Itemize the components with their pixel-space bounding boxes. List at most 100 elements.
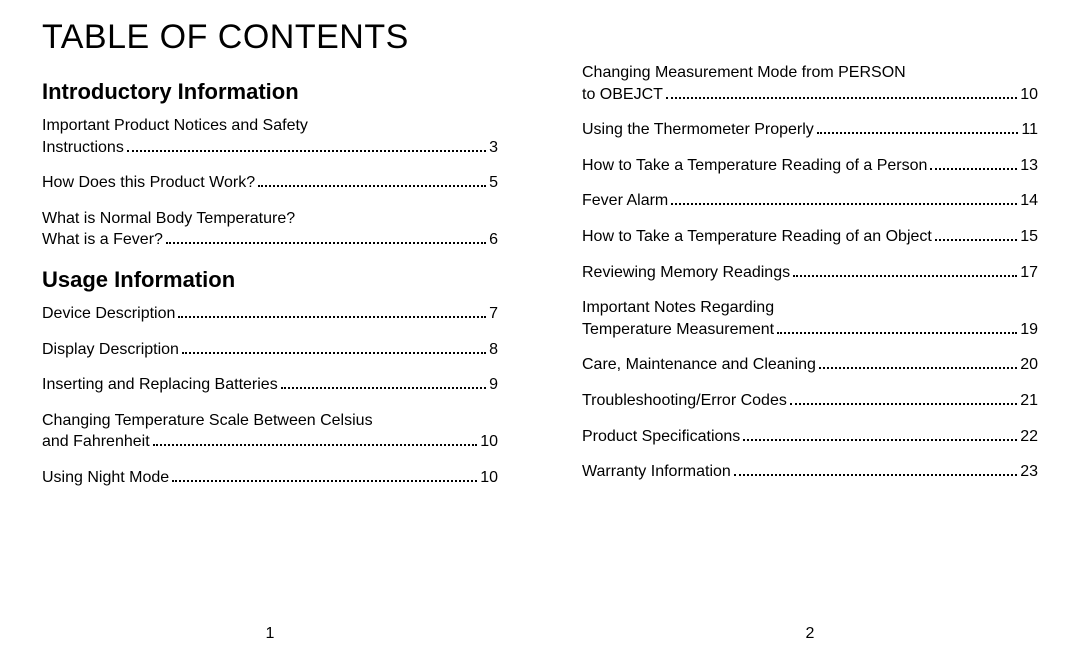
toc-dot-leader — [671, 194, 1017, 205]
toc-entry: Display Description 8 — [42, 339, 498, 361]
toc-entry-text: How Does this Product Work? — [42, 172, 255, 194]
toc-entry-text: Reviewing Memory Readings — [582, 262, 790, 284]
toc-dot-leader — [777, 323, 1017, 334]
toc-entry-line: How to Take a Temperature Reading of an … — [582, 226, 1038, 248]
toc-entry-line: Fever Alarm 14 — [582, 190, 1038, 212]
toc-entry-page: 17 — [1020, 262, 1038, 284]
toc-entry: Inserting and Replacing Batteries 9 — [42, 374, 498, 396]
toc-dot-leader — [819, 358, 1017, 369]
toc-entry: Changing Temperature Scale Between Celsi… — [42, 410, 498, 453]
toc-entry-text: Inserting and Replacing Batteries — [42, 374, 278, 396]
toc-entry-line: Using the Thermometer Properly 11 — [582, 119, 1038, 141]
toc-entry-page: 10 — [480, 431, 498, 453]
left-page-number: 1 — [0, 625, 540, 643]
toc-entry-text: Care, Maintenance and Cleaning — [582, 354, 816, 376]
toc-entry-text: Using Night Mode — [42, 467, 169, 489]
toc-entry-page: 7 — [489, 303, 498, 325]
toc-entry-text: Display Description — [42, 339, 179, 361]
toc-entry-line: Warranty Information 23 — [582, 461, 1038, 483]
toc-dot-leader — [166, 233, 486, 244]
toc-entry-page: 3 — [489, 137, 498, 159]
toc-entry-text: Product Specifications — [582, 426, 740, 448]
toc-dot-leader — [743, 429, 1017, 440]
toc-dot-leader — [935, 230, 1017, 241]
toc-entry-text: to OBEJCT — [582, 84, 663, 106]
toc-entry-page: 22 — [1020, 426, 1038, 448]
toc-dot-leader — [172, 471, 477, 482]
toc-entry-line: Troubleshooting/Error Codes 21 — [582, 390, 1038, 412]
toc-entry: Product Specifications 22 — [582, 426, 1038, 448]
toc-dot-leader — [127, 140, 486, 151]
toc-entry-page: 5 — [489, 172, 498, 194]
toc-dot-leader — [666, 87, 1017, 98]
section-heading: Usage Information — [42, 267, 498, 293]
toc-entry-text: Temperature Measurement — [582, 319, 774, 341]
toc-entry-lead: Important Product Notices and Safety — [42, 115, 498, 137]
section-heading: Introductory Information — [42, 79, 498, 105]
toc-dot-leader — [790, 394, 1017, 405]
toc-entry-lead: Changing Measurement Mode from PERSON — [582, 62, 1038, 84]
toc-dot-leader — [930, 159, 1017, 170]
toc-entry: Troubleshooting/Error Codes 21 — [582, 390, 1038, 412]
toc-dot-leader — [258, 176, 486, 187]
toc-entry: Care, Maintenance and Cleaning 20 — [582, 354, 1038, 376]
page-title: TABLE OF CONTENTS — [42, 18, 498, 57]
toc-entry-text: Warranty Information — [582, 461, 731, 483]
toc-entry-page: 10 — [1020, 84, 1038, 106]
toc-entry-page: 19 — [1020, 319, 1038, 341]
toc-entry-page: 11 — [1021, 119, 1038, 141]
toc-entry-page: 23 — [1020, 461, 1038, 483]
toc-entry-line: Instructions 3 — [42, 137, 498, 159]
toc-entry-lead: What is Normal Body Temperature? — [42, 208, 498, 230]
toc-entry-lead: Important Notes Regarding — [582, 297, 1038, 319]
toc-entry: What is Normal Body Temperature?What is … — [42, 208, 498, 251]
toc-entry-text: How to Take a Temperature Reading of an … — [582, 226, 932, 248]
toc-entry-text: Instructions — [42, 137, 124, 159]
toc-entry: Important Product Notices and SafetyInst… — [42, 115, 498, 158]
toc-entry-lead: Changing Temperature Scale Between Celsi… — [42, 410, 498, 432]
toc-entry: How to Take a Temperature Reading of an … — [582, 226, 1038, 248]
toc-entry-line: Temperature Measurement 19 — [582, 319, 1038, 341]
toc-entry-text: How to Take a Temperature Reading of a P… — [582, 155, 927, 177]
toc-dot-leader — [734, 465, 1017, 476]
toc-entry-line: Inserting and Replacing Batteries 9 — [42, 374, 498, 396]
toc-entry-page: 15 — [1020, 226, 1038, 248]
toc-entry-text: Using the Thermometer Properly — [582, 119, 814, 141]
right-page-number: 2 — [540, 625, 1080, 643]
toc-entry: Important Notes RegardingTemperature Mea… — [582, 297, 1038, 340]
toc-entry-text: Fever Alarm — [582, 190, 668, 212]
toc-entry: Warranty Information 23 — [582, 461, 1038, 483]
left-sections: Introductory Information Important Produc… — [42, 79, 498, 489]
toc-dot-leader — [182, 342, 486, 353]
toc-entry-line: Display Description 8 — [42, 339, 498, 361]
toc-dot-leader — [153, 435, 478, 446]
toc-entry-line: How Does this Product Work? 5 — [42, 172, 498, 194]
toc-entry-text: and Fahrenheit — [42, 431, 150, 453]
toc-entry-page: 9 — [489, 374, 498, 396]
toc-entry-page: 21 — [1020, 390, 1038, 412]
toc-entry: How to Take a Temperature Reading of a P… — [582, 155, 1038, 177]
toc-page: TABLE OF CONTENTS Introductory Informati… — [0, 0, 1080, 657]
toc-entry-page: 10 — [480, 467, 498, 489]
toc-entry: How Does this Product Work? 5 — [42, 172, 498, 194]
toc-entry: Using Night Mode 10 — [42, 467, 498, 489]
right-column: Changing Measurement Mode from PERSONto … — [540, 0, 1080, 657]
left-column: TABLE OF CONTENTS Introductory Informati… — [0, 0, 540, 657]
toc-entry-line: Reviewing Memory Readings 17 — [582, 262, 1038, 284]
toc-entry-line: Device Description 7 — [42, 303, 498, 325]
toc-entry-line: to OBEJCT 10 — [582, 84, 1038, 106]
toc-entry-line: and Fahrenheit 10 — [42, 431, 498, 453]
toc-entry: Changing Measurement Mode from PERSONto … — [582, 62, 1038, 105]
toc-dot-leader — [793, 265, 1017, 276]
toc-entry-line: Using Night Mode 10 — [42, 467, 498, 489]
toc-entry: Fever Alarm 14 — [582, 190, 1038, 212]
toc-entry-page: 8 — [489, 339, 498, 361]
toc-entry: Reviewing Memory Readings 17 — [582, 262, 1038, 284]
toc-entry-page: 14 — [1020, 190, 1038, 212]
toc-dot-leader — [178, 307, 486, 318]
toc-entry-text: What is a Fever? — [42, 229, 163, 251]
toc-entry: Device Description 7 — [42, 303, 498, 325]
toc-entry-text: Device Description — [42, 303, 175, 325]
toc-entry-page: 20 — [1020, 354, 1038, 376]
toc-entry-line: How to Take a Temperature Reading of a P… — [582, 155, 1038, 177]
